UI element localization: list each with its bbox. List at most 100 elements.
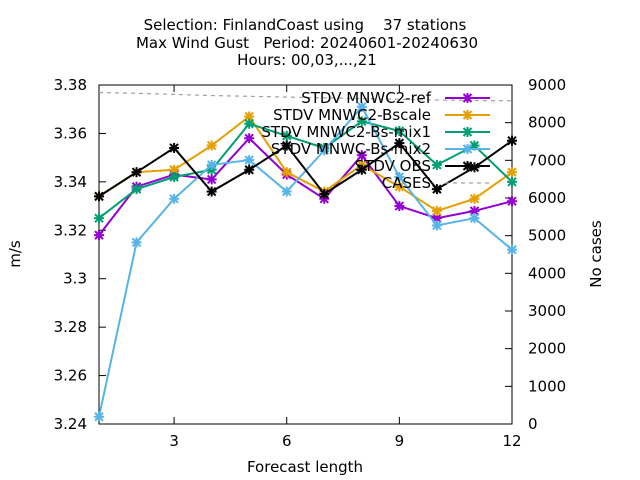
y2-tick-label: 4000 [528, 264, 566, 282]
data-point [206, 174, 217, 185]
data-point [244, 111, 255, 122]
data-point [94, 230, 104, 241]
data-point [394, 172, 405, 183]
y-tick-label: 3.3 [63, 270, 87, 288]
data-point [244, 155, 255, 166]
y-tick-label: 3.26 [54, 367, 87, 385]
data-point [94, 411, 104, 422]
series-layer [94, 91, 517, 422]
data-point [94, 213, 104, 224]
data-point [169, 172, 180, 183]
y2-axis-label: No cases [587, 220, 605, 288]
y2-tick-label: 1000 [528, 377, 566, 395]
data-point [131, 167, 142, 178]
legend-item: STDV MNWC2-Bscale [273, 106, 490, 124]
legend-label: STDV MNWC2-Bs-mix1 [261, 123, 431, 141]
legend-marker [462, 161, 473, 171]
x-tick-label: 12 [502, 432, 521, 450]
data-point [431, 220, 442, 231]
data-point [169, 164, 180, 175]
y2-tick-label: 8000 [528, 114, 566, 132]
data-point [356, 150, 367, 161]
y2-tick-label: 9000 [528, 76, 566, 94]
legend-label: STDV MNWC2-Bscale [273, 106, 431, 124]
data-point [356, 116, 367, 127]
data-point [469, 162, 480, 173]
y2-tick-label: 5000 [528, 227, 566, 245]
data-point [206, 186, 217, 197]
data-point [319, 188, 330, 199]
title-line-1: Selection: FinlandCoast using 37 station… [144, 16, 467, 34]
y-tick-label: 3.36 [54, 124, 87, 142]
title-line-2: Max Wind Gust Period: 20240601-20240630 [136, 34, 478, 52]
legend-item: STDV MNWC2-ref [301, 89, 490, 107]
data-point [507, 167, 517, 178]
legend-label: STDV MNWC2-ref [301, 89, 431, 107]
series-line [98, 120, 513, 219]
legend-label: CASES [382, 174, 431, 192]
y-tick-label: 3.28 [54, 318, 87, 336]
x-axis-label: Forecast length [247, 458, 363, 476]
y2-tick-label: 7000 [528, 151, 566, 169]
legend-marker [462, 127, 473, 137]
y-tick-label: 3.34 [54, 173, 87, 191]
y-tick-label: 3.24 [54, 415, 87, 433]
data-point [394, 138, 405, 149]
legend-label: STDV OBS [355, 157, 431, 175]
legend-marker [462, 110, 473, 120]
legend-label: STDV MNWC-Bs-mix2 [271, 140, 431, 158]
data-point [94, 191, 104, 202]
series-line [98, 115, 513, 213]
data-point [281, 186, 292, 197]
series-4 [94, 135, 517, 202]
series-line [98, 139, 513, 198]
series-2 [94, 116, 517, 224]
data-point [431, 159, 442, 170]
data-point [244, 133, 255, 144]
y-tick-label: 3.38 [54, 76, 87, 94]
legend-marker [462, 144, 473, 154]
data-point [507, 135, 517, 146]
data-point [131, 184, 142, 195]
y2-tick-label: 0 [528, 415, 538, 433]
y-tick-label: 3.32 [54, 221, 87, 239]
data-point [281, 140, 292, 151]
data-point [356, 101, 367, 112]
data-point [507, 176, 517, 187]
legend-item: STDV MNWC-Bs-mix2 [271, 140, 490, 158]
data-point [131, 237, 142, 248]
legend-marker [462, 93, 473, 103]
data-point [206, 159, 217, 170]
data-point [244, 164, 255, 175]
x-tick-label: 9 [395, 432, 405, 450]
data-point [394, 201, 405, 212]
data-point [169, 142, 180, 153]
series-5 [98, 91, 513, 102]
data-point [281, 130, 292, 141]
series-line [98, 91, 513, 102]
y-axis-label: m/s [6, 240, 24, 268]
chart-title: Selection: FinlandCoast using 37 station… [136, 16, 478, 69]
data-point [431, 205, 442, 216]
data-point [469, 193, 480, 204]
x-tick-label: 3 [169, 432, 179, 450]
legend-item: STDV OBS [355, 157, 490, 175]
data-point [394, 181, 405, 192]
data-point [169, 193, 180, 204]
data-point [206, 140, 217, 151]
y2-tick-label: 2000 [528, 340, 566, 358]
data-point [356, 164, 367, 175]
data-point [431, 184, 442, 195]
series-line [98, 136, 513, 236]
title-line-3: Hours: 00,03,...,21 [237, 51, 377, 69]
y2-tick-label: 3000 [528, 302, 566, 320]
data-point [244, 118, 255, 129]
axis-ticks: 3 6 9 12 3.24 3.26 3.28 3.3 3.32 3.34 3.36 3.38 0 100… [54, 76, 567, 450]
legend-item: STDV MNWC2-Bs-mix1 [261, 123, 490, 141]
data-point [507, 196, 517, 207]
data-point [469, 213, 480, 224]
y2-tick-label: 6000 [528, 189, 566, 207]
data-point [394, 126, 405, 137]
